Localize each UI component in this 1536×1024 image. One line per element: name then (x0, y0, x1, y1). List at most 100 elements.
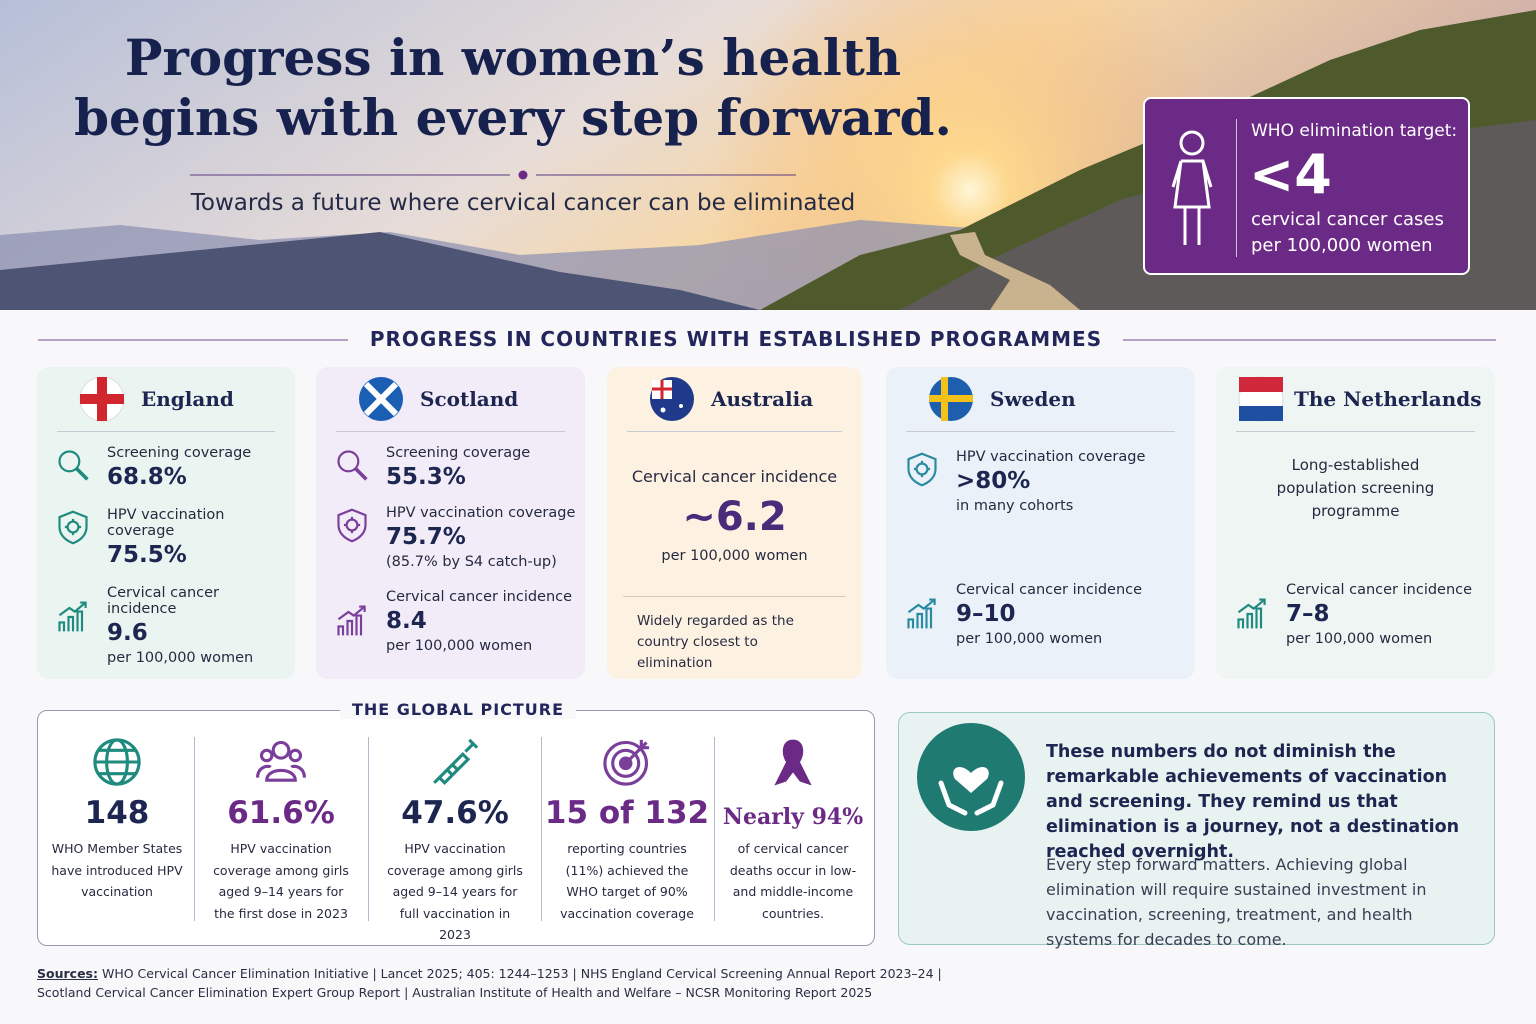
section-rule (38, 339, 1496, 341)
divider (190, 170, 796, 180)
stat-label: Screening coverage (386, 445, 531, 461)
global-description: reporting countries (11%) achieved the W… (560, 841, 694, 921)
stat-value: ~6.2 (682, 494, 787, 540)
target-unit: cervical cancer cases per 100,000 women (1251, 207, 1444, 259)
divider (57, 431, 275, 432)
stat-value: 7–8 (1286, 601, 1330, 627)
stat: Screening coverage 55.3% (386, 445, 577, 490)
separator (1236, 119, 1237, 257)
title-line: begins with every step forward. (74, 88, 952, 147)
flag (650, 377, 694, 421)
divider (627, 431, 842, 432)
source-line: Scotland Cervical Cancer Elimination Exp… (37, 985, 873, 1000)
stat: Cervical cancer incidence 8.4 per 100,000 … (386, 589, 577, 654)
flag (359, 377, 403, 421)
stat: HPV vaccination coverage >80% in many coho… (956, 449, 1187, 514)
global-value: 61.6% (227, 795, 335, 831)
stat-label: HPV vaccination coverage (386, 505, 576, 521)
stat-label: HPV vaccination coverage (956, 449, 1146, 465)
country-name: Australia (711, 387, 814, 411)
search-icon (337, 450, 368, 481)
care-icon (917, 723, 1025, 831)
message-headline: These numbers do not diminish the remark… (1046, 742, 1460, 862)
syringe-icon (433, 738, 479, 786)
global-description: WHO Member States have introduced HPV va… (51, 841, 183, 899)
stat-value: 8.4 (386, 608, 427, 634)
stat: Cervical cancer incidence 9–10 per 100,000… (956, 582, 1187, 647)
country-card: England Screening coverage 68.8% HPV vaccin… (37, 367, 295, 679)
title-line: Progress in women’s health (124, 28, 902, 87)
stat-label: Cervical cancer incidence (631, 467, 838, 486)
stat-value: 9.6 (107, 620, 148, 646)
divider (906, 431, 1175, 432)
globe-icon (93, 738, 141, 786)
people-icon (256, 740, 306, 782)
stat: HPV vaccination coverage 75.5% (107, 507, 287, 568)
description: Long-established population screening pr… (1276, 456, 1435, 520)
global-description: HPV vaccination coverage among girls age… (387, 841, 523, 942)
divider (623, 596, 846, 597)
stat-label: HPV vaccination coverage (107, 507, 225, 539)
sources-label: Sources: (37, 966, 98, 981)
stat-value: 55.3% (386, 464, 466, 490)
stat-label: Cervical cancer incidence (386, 589, 573, 605)
global-box (37, 710, 875, 946)
title: Progress in women’s health begins with e… (60, 28, 966, 148)
shield-icon (907, 452, 937, 487)
stat-note: per 100,000 women (386, 638, 533, 654)
global-value: 47.6% (401, 795, 509, 831)
divider (1236, 431, 1475, 432)
chart-icon (907, 598, 936, 629)
global-description: of cervical cancer deaths occur in low- … (729, 841, 857, 921)
search-icon (58, 450, 89, 481)
stat-note: per 100,000 women (956, 631, 1103, 647)
stat: HPV vaccination coverage 75.7% (85.7% by S… (386, 505, 577, 570)
subtitle: Towards a future where cervical cancer c… (190, 190, 856, 216)
country-name: Sweden (990, 387, 1076, 411)
target-value: <4 (1249, 143, 1332, 206)
source-line: WHO Cervical Cancer Elimination Initiati… (101, 966, 942, 981)
column-separator (714, 737, 715, 921)
sources: Sources: WHO Cervical Cancer Elimination… (37, 964, 942, 1002)
stat-label: Cervical cancer incidence (107, 585, 220, 617)
country-card: The Netherlands Long-established populati… (1216, 367, 1495, 679)
stat-value: 75.7% (386, 524, 466, 550)
divider (336, 431, 565, 432)
section-title: PROGRESS IN COUNTRIES WITH ESTABLISHED P… (369, 327, 1103, 351)
shield-icon (337, 508, 367, 543)
target-box: WHO elimination target: <4 cervical canc… (1143, 97, 1470, 275)
stat-value: >80% (956, 468, 1031, 494)
column-separator (368, 737, 369, 921)
chart-icon (337, 605, 366, 636)
chart-icon (58, 601, 87, 632)
stat-label: Cervical cancer incidence (1286, 582, 1473, 598)
country-card: Australia Cervical cancer incidence ~6.2 pe… (607, 367, 862, 679)
target-icon (603, 739, 650, 786)
country-name: England (141, 387, 234, 411)
stat-value: 75.5% (107, 542, 187, 568)
message-box: These numbers do not diminish the remark… (898, 712, 1495, 949)
ribbon-icon (774, 739, 812, 786)
flag (79, 376, 125, 422)
stat-value: 68.8% (107, 464, 187, 490)
unit-line: per 100,000 women (1251, 235, 1433, 256)
country-card: Scotland Screening coverage 55.3% HPV vacci… (316, 367, 585, 679)
stat-note: per 100,000 women (107, 650, 254, 666)
stat-value: 9–10 (956, 601, 1016, 627)
global-title: THE GLOBAL PICTURE (340, 700, 576, 719)
stat: Cervical cancer incidence 9.6 per 100,000 … (107, 585, 287, 666)
column-separator (194, 737, 195, 921)
global-value: 15 of 132 (544, 795, 710, 831)
stat-note: in many cohorts (956, 498, 1074, 514)
stat-note: (85.7% by S4 catch-up) (386, 554, 557, 570)
shield-icon (58, 510, 88, 545)
stat-note: per 100,000 women (1286, 631, 1433, 647)
stat: Cervical cancer incidence 7–8 per 100,000 … (1286, 582, 1487, 647)
column-separator (541, 737, 542, 921)
global-value: 148 (84, 795, 150, 831)
target-label: WHO elimination target: (1251, 121, 1458, 141)
stat-label: Screening coverage (107, 445, 252, 461)
flag (929, 377, 973, 421)
global-description: HPV vaccination coverage among girls age… (213, 841, 349, 921)
